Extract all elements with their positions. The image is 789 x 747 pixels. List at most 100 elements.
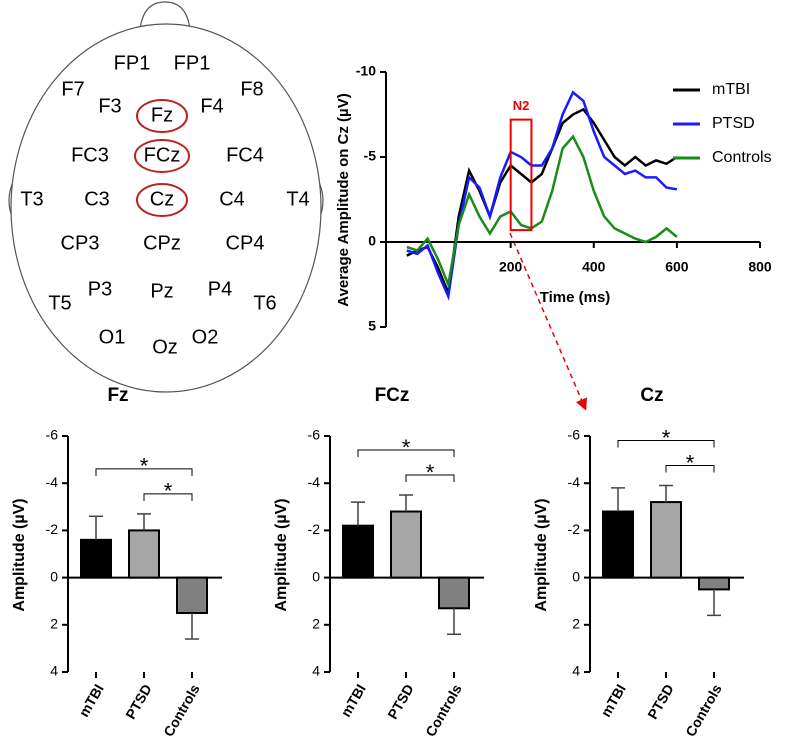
electrode-label: T6 (253, 292, 276, 314)
y-tick-label: 5 (368, 318, 376, 334)
error-bar (659, 484, 673, 503)
bar (602, 510, 634, 579)
error-bar (89, 515, 103, 540)
significance-bracket (143, 493, 193, 501)
electrode-label: FC4 (226, 144, 264, 166)
error-bar (611, 487, 625, 512)
electrode-label: O1 (99, 326, 126, 348)
y-tick-label: 0 (50, 568, 58, 584)
y-tick-label: -10 (356, 63, 376, 79)
chart-title: FCz (375, 385, 410, 406)
x-tick-label: 200 (499, 259, 523, 275)
n2-label: N2 (513, 98, 530, 113)
y-axis-label: Amplitude (µV) (533, 498, 550, 611)
error-bar (707, 589, 721, 617)
x-tick-label: PTSD (644, 681, 677, 721)
electrode-label: T3 (20, 188, 43, 210)
x-axis-label: Time (ms) (540, 289, 611, 306)
n2-box (509, 118, 533, 232)
significance-bracket (617, 440, 715, 448)
legend-label: mTBI (712, 81, 750, 98)
x-tick-label: 800 (748, 259, 772, 275)
significance-label: * (686, 450, 695, 475)
x-tick-label: PTSD (122, 681, 155, 721)
electrode-label: CP3 (61, 232, 100, 254)
y-tick-label: 0 (572, 568, 580, 584)
y-tick-label: -2 (568, 521, 581, 537)
error-bar (447, 608, 461, 635)
electrode-label: O2 (192, 326, 219, 348)
x-tick-label: 600 (665, 259, 689, 275)
y-tick-label: 4 (572, 663, 580, 679)
x-tick-label: Controls (422, 681, 465, 739)
bar (390, 510, 422, 579)
series-line (406, 107, 678, 298)
electrode-label: F8 (240, 78, 263, 100)
electrode-label: C4 (219, 188, 245, 210)
significance-bracket (405, 474, 455, 482)
electrode-label: CP4 (226, 232, 265, 254)
electrode-label: FCz (144, 144, 181, 166)
significance-label: * (164, 479, 173, 504)
legend-label: Controls (712, 149, 772, 166)
significance-label: * (140, 454, 149, 479)
electrode-label: P3 (88, 278, 112, 300)
bar (438, 576, 470, 610)
bar (80, 538, 112, 579)
error-bar (185, 613, 199, 640)
highlight-rings (134, 99, 190, 217)
y-tick-label: 2 (572, 616, 580, 632)
bar (128, 529, 160, 579)
electrode-label: T4 (286, 188, 309, 210)
series-line (406, 134, 678, 289)
x-tick-label: mTBI (75, 681, 106, 719)
error-bar (399, 494, 413, 512)
y-tick-label: -6 (46, 427, 59, 443)
x-tick-label: Controls (160, 681, 203, 739)
y-axis-label: Amplitude (µV) (273, 498, 290, 611)
series-line (406, 90, 678, 301)
y-tick-label: -2 (308, 521, 321, 537)
head-outline (8, 1, 324, 393)
y-axis-label: Amplitude (µV) (11, 498, 28, 611)
x-tick-label: Controls (682, 681, 725, 739)
y-tick-label: 0 (312, 568, 320, 584)
significance-bracket (357, 449, 455, 457)
electrode-label: Pz (150, 280, 173, 302)
significance-label: * (662, 425, 671, 450)
error-bar (137, 513, 151, 531)
y-tick-label: -2 (46, 521, 59, 537)
y-tick-label: 0 (368, 233, 376, 249)
bar (342, 524, 374, 579)
x-tick-label: PTSD (384, 681, 417, 721)
significance-bracket (95, 468, 193, 476)
electrode-label: P4 (208, 278, 232, 300)
electrode-label: Oz (152, 336, 178, 358)
chart-title: Cz (640, 385, 663, 406)
electrode-label: FC3 (71, 144, 109, 166)
significance-label: * (402, 435, 411, 460)
y-tick-label: 2 (312, 616, 320, 632)
electrode-label: Cz (150, 188, 174, 210)
y-tick-label: -4 (308, 474, 321, 490)
x-tick-label: 400 (582, 259, 606, 275)
electrode-label: T5 (48, 292, 71, 314)
y-axis-label: Average Amplitude on Cz (µV) (335, 93, 352, 306)
y-tick-label: -6 (568, 427, 581, 443)
x-tick-label: mTBI (597, 681, 628, 719)
y-tick-label: -4 (568, 474, 581, 490)
legend-label: PTSD (712, 115, 755, 132)
bar (698, 576, 730, 591)
electrode-label: CPz (143, 232, 181, 254)
electrode-label: C3 (84, 188, 110, 210)
significance-label: * (426, 460, 435, 485)
bar (176, 576, 208, 614)
y-tick-label: 4 (50, 663, 58, 679)
electrode-label: F7 (61, 78, 84, 100)
electrode-label: F3 (98, 95, 121, 117)
electrode-label: F4 (200, 95, 223, 117)
significance-bracket (665, 465, 715, 473)
y-tick-label: 4 (312, 663, 320, 679)
bar (650, 501, 682, 579)
